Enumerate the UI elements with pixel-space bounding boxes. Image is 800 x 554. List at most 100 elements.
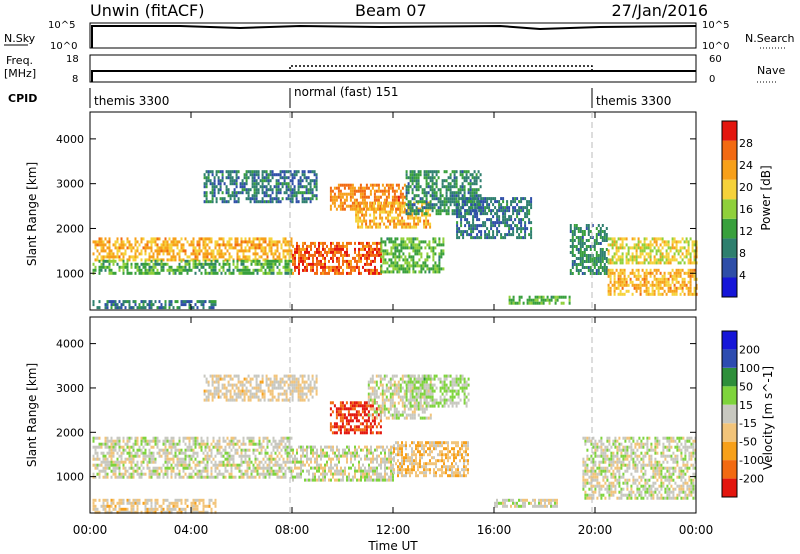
heatmap-cell [228,268,231,272]
heatmap-cell [357,186,360,190]
heatmap-cell [285,197,288,201]
heatmap-cell [384,249,387,253]
heatmap-cell [221,200,224,204]
heatmap-cell [266,271,269,275]
heatmap-cell [128,271,131,275]
heatmap-cell [396,264,399,268]
heatmap-cell [118,306,121,310]
heatmap-cell [278,439,281,443]
heatmap-cell [436,264,439,268]
heatmap-cell [104,445,107,449]
heatmap-cell [233,383,236,387]
heatmap-cell [512,295,515,299]
heatmap-cell [217,380,220,384]
heatmap-cell [673,271,676,275]
heatmap-cell [110,448,113,452]
heatmap-cell [227,383,230,387]
heatmap-cell [414,270,417,274]
heatmap-cell [357,219,360,223]
heatmap-cell [693,277,696,281]
heatmap-cell [643,258,646,262]
heatmap-cell [397,186,400,190]
heatmap-cell [222,252,225,256]
heatmap-cell [595,257,598,260]
heatmap-cell [518,221,521,225]
heatmap-cell [427,182,430,186]
heatmap-cell [645,292,648,296]
heatmap-cell [270,252,273,256]
heatmap-cell [420,255,423,259]
heatmap-cell [94,240,97,244]
heatmap-cell [484,221,487,225]
heatmap-cell [237,392,240,396]
heatmap-cell [248,246,251,250]
heatmap-cell [373,192,376,196]
heatmap-cell [196,258,199,262]
heatmap-cell [475,188,478,192]
heatmap-cell [396,261,399,265]
heatmap-cell [272,268,275,272]
heatmap-cell [265,170,268,174]
heatmap-cell [256,262,259,266]
heatmap-cell [142,303,145,307]
heatmap-cell [286,439,289,443]
heatmap-cell [288,259,291,263]
heatmap-cell [621,277,624,281]
heatmap-cell [144,259,147,263]
heatmap-cell [671,280,674,284]
heatmap-cell [254,255,257,259]
heatmap-cell [458,209,461,213]
heatmap-cell [208,300,211,304]
heatmap-cell [217,374,220,378]
heatmap-cell [269,185,272,189]
heatmap-cell [417,209,420,213]
heatmap-cell [362,253,364,257]
heatmap-cell [649,268,652,272]
heatmap-cell [108,510,111,514]
heatmap-cell [661,246,664,250]
heatmap-cell [571,233,574,236]
heatmap-cell [262,240,265,244]
heatmap-cell [184,457,187,461]
heatmap-cell [164,306,167,310]
heatmap-cell [270,240,273,244]
heatmap-cell [412,240,415,244]
heatmap-cell [156,442,159,446]
heatmap-cell [659,280,662,284]
heatmap-cell [635,274,638,278]
heatmap-cell [124,472,127,476]
heatmap-cell [418,252,421,256]
heatmap-cell [170,445,173,449]
heatmap-cell [206,451,209,455]
heatmap-cell [196,504,199,508]
heatmap-cell [372,268,374,272]
heatmap-cell [188,255,191,259]
heatmap-cell [166,436,169,440]
heatmap-cell [423,176,426,180]
heatmap-cell [219,188,222,192]
heatmap-cell [164,472,167,476]
heatmap-cell [118,501,121,505]
heatmap-cell [184,237,187,241]
heatmap-cell [219,185,222,189]
heatmap-cell [695,252,698,256]
heatmap-cell [267,179,270,183]
heatmap-cell [583,242,586,245]
heatmap-cell [98,252,101,256]
heatmap-cell [689,261,692,265]
heatmap-cell [449,203,452,207]
heatmap-cell [251,179,254,183]
heatmap-cell [260,249,263,253]
heatmap-cell [617,274,620,278]
heatmap-cell [270,265,273,269]
heatmap-cell [148,466,151,470]
heatmap-cell [174,300,177,304]
heatmap-cell [226,243,229,247]
heatmap-cell [240,475,243,479]
heatmap-cell [425,219,428,223]
heatmap-cell [162,252,165,256]
heatmap-cell [400,249,403,253]
heatmap-cell [406,261,409,265]
heatmap-cell [476,206,479,210]
heatmap-cell [244,246,247,250]
